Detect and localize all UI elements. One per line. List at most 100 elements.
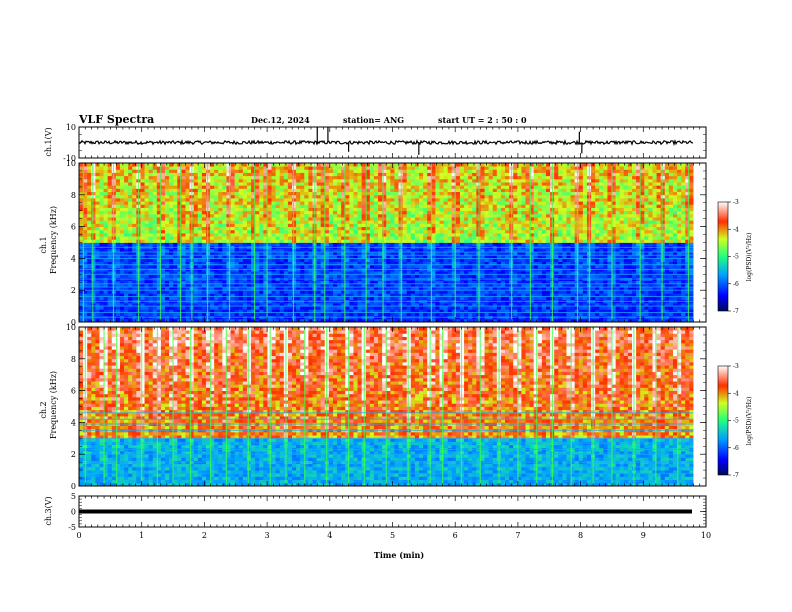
spectrogram-cell [300, 232, 305, 237]
spectrogram-cell [373, 264, 379, 269]
spectrogram-cell [427, 255, 432, 259]
spectrogram-cell [205, 232, 211, 237]
spectrogram-cell [357, 172, 363, 177]
spectrogram-cell [451, 172, 457, 177]
spectrogram-cell [390, 207, 395, 212]
spectrogram-cell [275, 169, 281, 173]
spectrogram-cell [181, 175, 186, 180]
spectrogram-cell [140, 217, 145, 221]
spectrogram-cell [87, 280, 92, 285]
spectrogram-cell [214, 242, 219, 247]
spectrogram-cell [226, 232, 231, 237]
spectrogram-cell [107, 239, 113, 243]
spectrogram-cell [431, 182, 436, 186]
spectrogram-cell [222, 312, 227, 317]
spectrogram-cell [296, 255, 301, 259]
spectrogram-cell [230, 283, 236, 288]
spectrogram-cell [373, 194, 379, 199]
spectrogram-cell [226, 210, 231, 215]
spectrogram-cell [263, 204, 268, 208]
spectrogram-cell [119, 264, 125, 269]
spectrogram-cell [255, 204, 260, 208]
spectrogram-cell [242, 210, 248, 215]
spectrogram-cell [328, 220, 334, 224]
spectrogram-cell [160, 274, 166, 278]
spectrogram-cell [451, 271, 457, 275]
spectrogram-cell [95, 188, 100, 193]
spectrogram-cell [79, 242, 84, 247]
spectrogram-cell [132, 217, 137, 221]
spectrogram-cell [148, 172, 154, 177]
spectrogram-cell [156, 258, 162, 262]
spectrogram-cell [414, 185, 420, 189]
spectrogram-cell [365, 217, 371, 221]
spectrogram-cell [214, 252, 219, 256]
spectrogram-cell [341, 223, 346, 227]
spectrogram-cell [332, 255, 338, 259]
spectrogram-cell [83, 293, 88, 297]
spectrogram-cell [279, 175, 285, 180]
spectrogram-cell [169, 172, 174, 177]
spectrogram-cell [173, 306, 178, 310]
spectrogram-cell [320, 239, 326, 243]
spectrogram-cell [369, 178, 375, 183]
spectrogram-cell [455, 280, 461, 285]
spectrogram-cell [369, 223, 375, 227]
spectrogram-cell [115, 185, 121, 189]
spectrogram-cell [193, 201, 199, 205]
spectrogram-cell [464, 188, 469, 193]
spectrogram-cell [132, 258, 137, 262]
spectrogram-cell [115, 261, 121, 266]
spectrogram-cell [140, 178, 145, 183]
spectrogram-cell [79, 197, 84, 202]
spectrogram-cell [459, 178, 465, 183]
spectrogram-cell [435, 248, 440, 253]
spectrogram-cell [230, 287, 236, 291]
spectrogram-cell [357, 312, 363, 317]
spectrogram-cell [394, 318, 399, 323]
spectrogram-cell [95, 236, 100, 240]
spectrogram-cell [275, 182, 281, 186]
spectrogram-cell [222, 293, 227, 297]
spectrogram-cell [468, 293, 473, 297]
spectrogram-cell [156, 163, 162, 167]
spectrogram-cell [259, 232, 264, 237]
spectrogram-cell [378, 239, 383, 243]
spectrogram-cell [246, 290, 252, 294]
spectrogram-cell [283, 210, 289, 215]
spectrogram-cell [103, 239, 109, 243]
spectrogram-cell [361, 172, 367, 177]
spectrogram-cell [353, 175, 358, 180]
spectrogram-cell [165, 163, 170, 167]
spectrogram-cell [320, 207, 326, 212]
spectrogram-cell [218, 293, 223, 297]
spectrogram-cell [234, 283, 240, 288]
spectrogram-cell [177, 175, 182, 180]
spectrogram-cell [300, 201, 305, 205]
spectrogram-cell [308, 223, 313, 227]
spectrogram-cell [193, 287, 199, 291]
spectrogram-cell [386, 283, 391, 288]
spectrogram-cell [95, 169, 100, 173]
spectrogram-cell [365, 252, 371, 256]
spectrogram-cell [316, 201, 322, 205]
spectrogram-cell [316, 204, 322, 208]
spectrogram-cell [349, 296, 354, 301]
spectrogram-cell [394, 274, 399, 278]
spectrogram-cell [107, 283, 113, 288]
spectrogram-cell [169, 178, 174, 183]
spectrogram-cell [185, 201, 191, 205]
spectrogram-cell [349, 271, 354, 275]
spectrogram-cell [132, 293, 137, 297]
spectrogram-cell [177, 210, 182, 215]
spectrogram-cell [455, 191, 461, 196]
spectrogram-cell [152, 185, 158, 189]
spectrogram-cell [242, 197, 248, 202]
spectrogram-cell [328, 252, 334, 256]
spectrogram-cell [324, 258, 330, 262]
spectrogram-cell [246, 226, 252, 231]
spectrogram-cell [447, 239, 453, 243]
spectrogram-cell [410, 185, 416, 189]
spectrogram-cell [402, 201, 408, 205]
spectrogram-cell [308, 290, 313, 294]
